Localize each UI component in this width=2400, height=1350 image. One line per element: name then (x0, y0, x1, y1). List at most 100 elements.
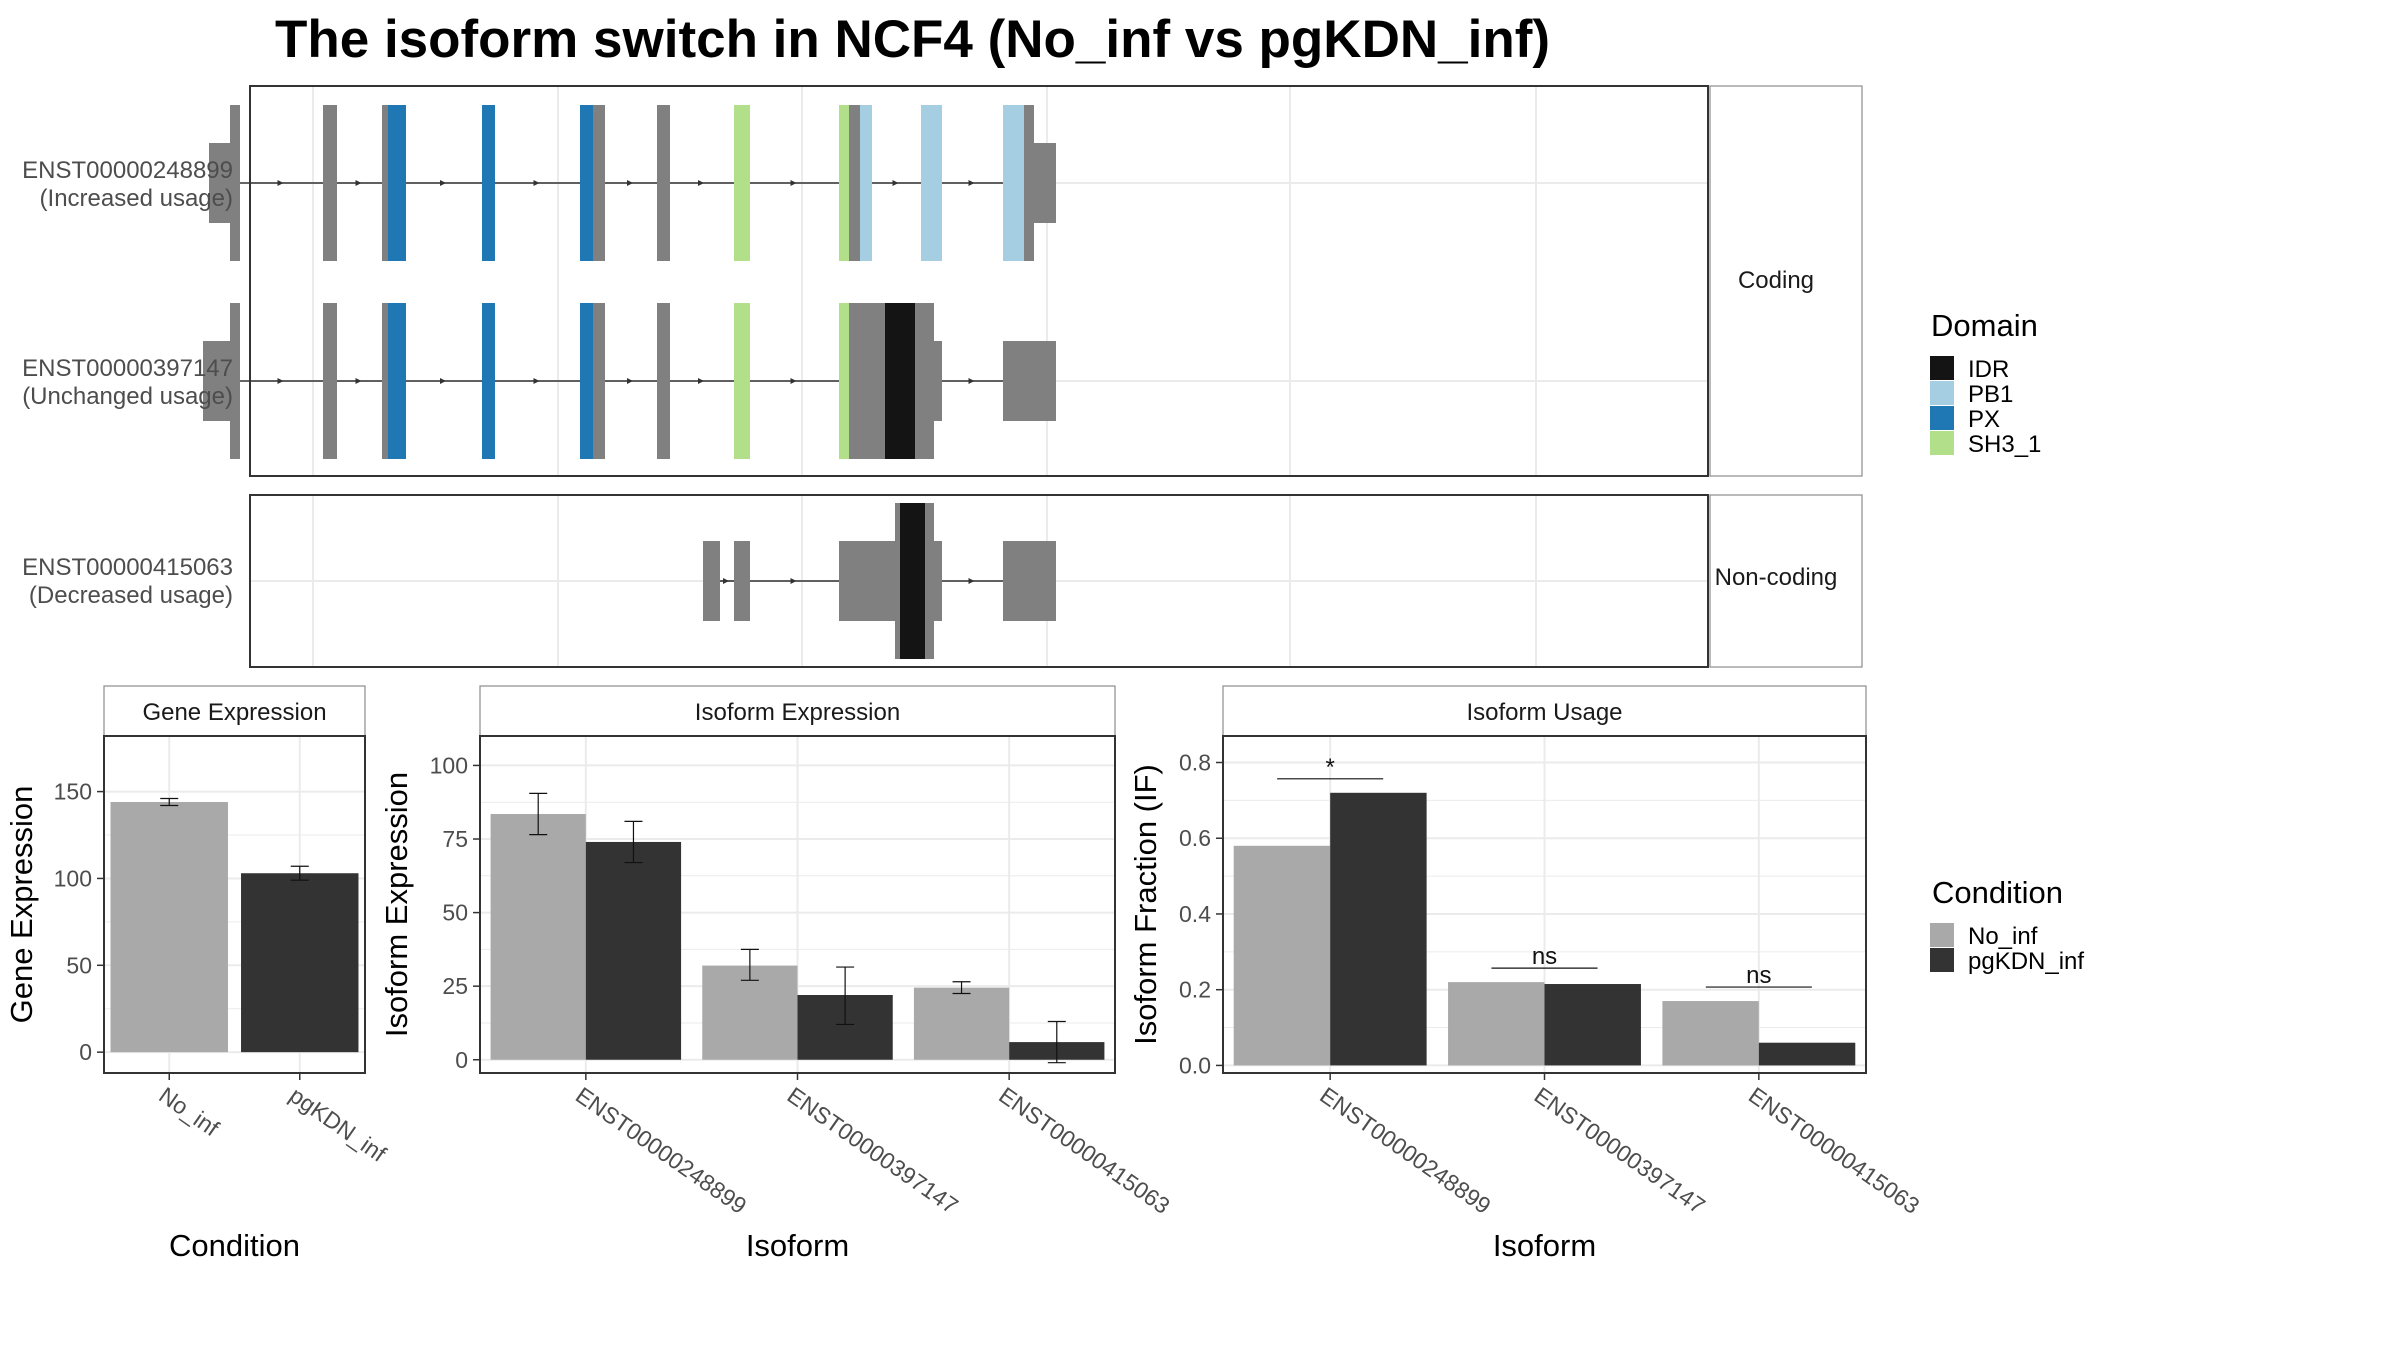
intron-arrow-icon (698, 378, 704, 384)
exon (230, 105, 240, 261)
exon (1003, 541, 1056, 621)
exon (323, 303, 337, 459)
panel-border (249, 494, 1709, 668)
intron-arrow-icon (968, 578, 975, 584)
isoform-expression-chart: Isoform Expression 0 25 50 75 100 ENST00000248… (379, 685, 1175, 1263)
isoform-label-id: ENST00000248899 (22, 157, 233, 184)
y-tick-label: 100 (430, 752, 468, 778)
x-tick-label: ENST00000248899 (571, 1082, 751, 1219)
bar (1544, 984, 1641, 1066)
x-axis-label: Condition (169, 1228, 300, 1263)
domain-sh3_1 (734, 105, 750, 261)
isoform-labels: ENST00000248899 (Increased usage) ENST00… (22, 157, 233, 609)
bar (1330, 792, 1427, 1066)
legend-swatch-pgkdn-inf (1930, 948, 1954, 972)
exon (382, 303, 388, 459)
isoform-track-ENST00000248899 (209, 105, 1056, 261)
strip-box (103, 685, 366, 737)
intron-arrow-icon (440, 180, 446, 186)
exon (849, 303, 885, 459)
exon (734, 541, 750, 621)
domain-px (580, 303, 593, 459)
intron-arrow-icon (277, 378, 284, 384)
bar (110, 802, 228, 1053)
intron-arrow-icon (723, 578, 729, 584)
y-axis-label: Isoform Expression (379, 772, 414, 1037)
panel-border (103, 735, 366, 1074)
intron-arrow-icon (790, 180, 797, 186)
isoform-label-id: ENST00000397147 (22, 355, 233, 382)
y-tick-label: 50 (66, 952, 92, 978)
legend-label-pgkdn-inf: pgKDN_inf (1968, 948, 2084, 975)
chart-title: Isoform Usage (1466, 699, 1622, 726)
condition-legend: Condition No_inf pgKDN_inf (1930, 875, 2084, 975)
isoform-label-usage: (Increased usage) (40, 185, 233, 212)
isoform-track-ENST00000397147 (203, 303, 1056, 459)
exon (657, 303, 670, 459)
y-tick-label: 0 (455, 1047, 468, 1073)
intron-arrow-icon (790, 578, 797, 584)
y-tick-label: 75 (442, 826, 468, 852)
y-tick-label: 0.2 (1179, 977, 1211, 1003)
noncoding-strip-label: Non-coding (1715, 564, 1838, 591)
domain-px (388, 303, 406, 459)
domain-pb1 (921, 105, 942, 261)
exon (1034, 143, 1056, 223)
y-tick-label: 0.0 (1179, 1052, 1211, 1078)
isoform-label-usage: (Unchanged usage) (22, 383, 233, 410)
legend-swatch-sh3-1 (1930, 431, 1954, 455)
bar (1662, 1001, 1759, 1066)
legend-swatch-idr (1930, 356, 1954, 380)
gene-expression-chart: Gene Expression 0 50 100 150 No_inf pgKDN_inf C… (4, 685, 391, 1263)
domain-idr (900, 503, 925, 659)
legend-label-sh3-1: SH3_1 (1968, 431, 2041, 458)
coding-strip-label: Coding (1738, 267, 1814, 294)
domain-px (482, 303, 495, 459)
domain-sh3_1 (839, 303, 849, 459)
isoform-structure-plot: Coding Non-coding (203, 85, 1863, 668)
strip-box (479, 685, 1116, 737)
intron-arrow-icon (533, 180, 540, 186)
x-tick-label: No_inf (154, 1082, 224, 1142)
noncoding-panel (249, 494, 1863, 668)
legend-swatch-px (1930, 406, 1954, 430)
exon (203, 341, 230, 421)
domain-legend: Domain IDR PB1 PX SH3_1 (1930, 308, 2041, 458)
isoform-usage-chart: Isoform Usage * ns ns 0.0 0.2 0.4 0.6 0.8 ENST000… (1128, 685, 1924, 1263)
x-axis-label: Isoform (1493, 1228, 1596, 1263)
domain-px (482, 105, 495, 261)
bar (585, 841, 682, 1060)
y-tick-label: 0.8 (1179, 750, 1211, 776)
bar (702, 965, 798, 1060)
exon (925, 503, 934, 659)
bar (1448, 982, 1545, 1066)
legend-label-px: PX (1968, 406, 2000, 433)
exon (230, 303, 240, 459)
x-tick-label: ENST00000415063 (994, 1082, 1174, 1219)
legend-label-idr: IDR (1968, 356, 2009, 383)
intron-arrow-icon (790, 378, 797, 384)
domain-idr (885, 303, 915, 459)
intron-arrow-icon (968, 378, 975, 384)
y-tick-label: 0 (79, 1039, 92, 1065)
intron-arrow-icon (355, 378, 362, 384)
domain-sh3_1 (734, 303, 750, 459)
intron-arrow-icon (968, 180, 975, 186)
domain-pb1 (1003, 105, 1024, 261)
isoform-track-ENST00000415063 (703, 503, 1056, 659)
domain-sh3_1 (839, 105, 849, 261)
bar (913, 987, 1010, 1060)
exon (934, 541, 942, 621)
bar (241, 873, 359, 1053)
x-axis-label: Isoform (746, 1228, 849, 1263)
exon (934, 341, 942, 421)
exon (1003, 341, 1056, 421)
exon (657, 105, 670, 261)
legend-label-pb1: PB1 (1968, 381, 2013, 408)
y-tick-label: 100 (54, 865, 92, 891)
legend-label-no-inf: No_inf (1968, 923, 2038, 950)
intron-arrow-icon (440, 378, 446, 384)
domain-px (388, 105, 406, 261)
y-axis-label: Isoform Fraction (IF) (1128, 764, 1163, 1045)
x-tick-label: ENST00000397147 (783, 1082, 963, 1219)
